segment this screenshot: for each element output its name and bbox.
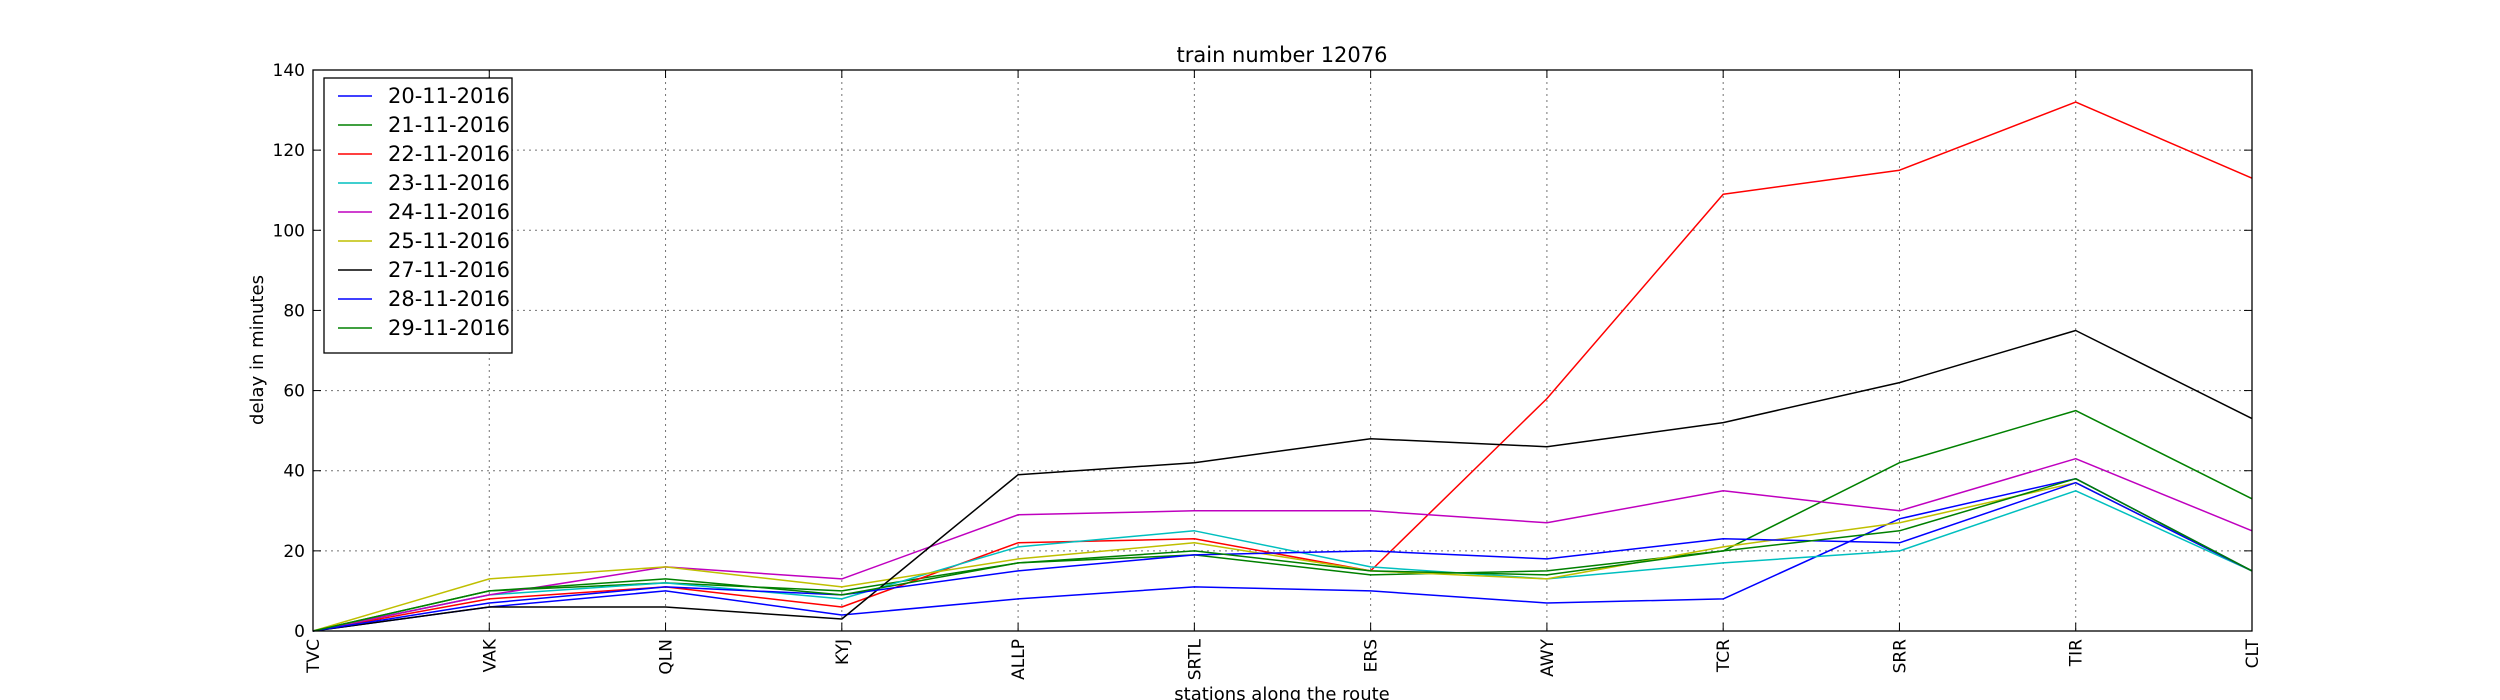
x-tick-label: VAK — [480, 638, 500, 672]
gridlines — [313, 70, 2252, 631]
legend-label: 28-11-2016 — [388, 287, 510, 311]
x-tick-label: SRR — [1890, 639, 1910, 674]
legend-label: 29-11-2016 — [388, 316, 510, 340]
legend-box — [323, 77, 513, 354]
y-tick-label: 20 — [283, 542, 305, 562]
series-line-23-11-2016 — [312, 490, 2253, 632]
series-layer — [312, 101, 2253, 632]
legend-label: 27-11-2016 — [388, 258, 510, 282]
x-tick-label: ALLP — [1009, 639, 1029, 680]
x-tick-label: TCR — [1714, 639, 1734, 673]
legend-label: 25-11-2016 — [388, 229, 510, 253]
legend: 20-11-2016 21-11-2016 22-11-2016 23-11-2016… — [323, 77, 513, 354]
chart-title: train number 12076 — [1177, 43, 1388, 67]
y-tick-label: 60 — [283, 382, 305, 402]
series-line-29-11-2016 — [312, 477, 2253, 632]
x-tick-label: TVC — [304, 639, 324, 674]
series-line-24-11-2016 — [312, 457, 2253, 632]
series-line-25-11-2016 — [312, 481, 2253, 632]
x-tick-label: TIR — [2067, 639, 2087, 667]
y-tick-label: 0 — [294, 622, 305, 642]
axis-ticks: 0 20 40 60 80 100 120 140 TVC VAK QLN KYJ ALLP SRTL ER… — [273, 61, 2263, 680]
legend-label: 20-11-2016 — [388, 84, 510, 108]
y-tick-label: 140 — [273, 61, 305, 81]
legend-label: 24-11-2016 — [388, 200, 510, 224]
legend-label: 21-11-2016 — [388, 113, 510, 137]
y-tick-label: 100 — [273, 221, 305, 241]
y-tick-label: 80 — [283, 301, 305, 321]
x-tick-label: ERS — [1362, 639, 1382, 672]
y-axis-label: delay in minutes — [247, 275, 268, 425]
y-tick-label: 120 — [273, 141, 305, 161]
plot-frame — [312, 69, 2253, 632]
x-tick-label: QLN — [657, 639, 677, 675]
legend-label: 23-11-2016 — [388, 171, 510, 195]
x-tick-label: CLT — [2243, 638, 2263, 668]
legend-label: 22-11-2016 — [388, 142, 510, 166]
x-tick-label: KYJ — [833, 639, 853, 665]
y-tick-label: 40 — [283, 462, 305, 482]
x-axis-label: stations along the route — [1174, 684, 1389, 700]
series-line-28-11-2016 — [312, 481, 2253, 632]
x-tick-label: SRTL — [1185, 638, 1205, 680]
series-line-20-11-2016 — [312, 477, 2253, 632]
x-tick-label: AWY — [1538, 638, 1558, 677]
series-line-27-11-2016 — [312, 329, 2253, 632]
